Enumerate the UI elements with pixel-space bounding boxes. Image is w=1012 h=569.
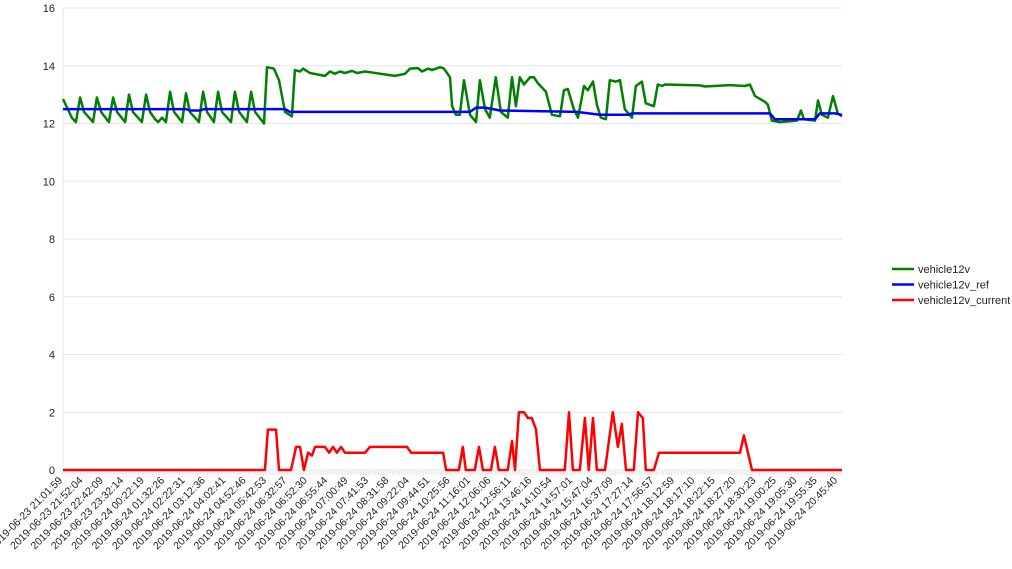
y-tick-label: 16	[43, 3, 55, 15]
y-tick-label: 2	[49, 407, 55, 419]
series-lines	[61, 65, 843, 472]
gridlines	[62, 7, 842, 475]
legend-label: vehicle12v_ref	[918, 280, 990, 292]
y-tick-label: 4	[49, 350, 55, 362]
legend-item-vehicle12v: vehicle12v	[892, 264, 970, 276]
y-tick-label: 12	[43, 119, 55, 131]
legend-label: vehicle12v_current	[918, 295, 1010, 307]
y-axis-tick-labels: 0 2 4 6 8 10 12 14 16	[43, 3, 55, 477]
y-tick-label: 6	[49, 292, 55, 304]
y-tick-label: 10	[43, 176, 55, 188]
y-tick-label: 8	[49, 234, 55, 246]
series-line-vehicle12v	[61, 65, 843, 125]
legend-item-vehicle12v-current: vehicle12v_current	[892, 295, 1010, 307]
legend: vehicle12v vehicle12v_ref vehicle12v_curre…	[892, 264, 1010, 307]
series-line-vehicle12v-ref	[63, 106, 843, 121]
legend-item-vehicle12v-ref: vehicle12v_ref	[892, 280, 990, 292]
series-line-vehicle12v-current	[63, 411, 842, 472]
y-tick-label: 0	[49, 465, 55, 477]
legend-label: vehicle12v	[918, 264, 970, 276]
y-tick-label: 14	[43, 61, 55, 73]
